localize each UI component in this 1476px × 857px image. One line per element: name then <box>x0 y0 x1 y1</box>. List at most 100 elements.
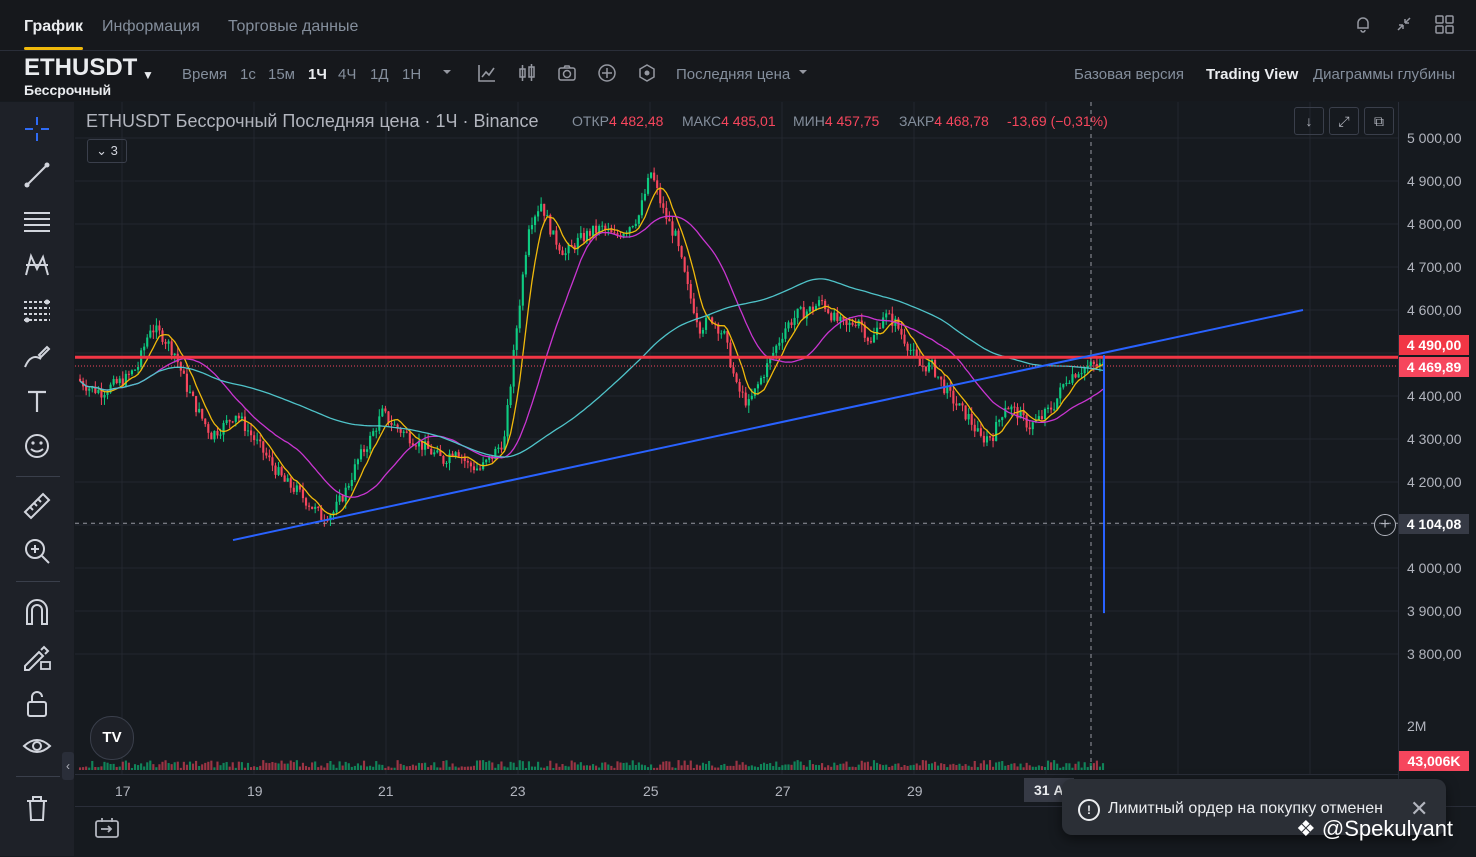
camera-icon[interactable] <box>556 63 578 85</box>
volume-bar <box>543 767 546 770</box>
crosshair-icon[interactable] <box>14 110 60 148</box>
volume-bar <box>170 764 173 770</box>
settings-hex-icon[interactable] <box>636 63 658 85</box>
volume-bar <box>546 766 549 770</box>
candle-body <box>915 349 918 357</box>
volume-bar <box>750 765 753 770</box>
collapse-icon[interactable] <box>1393 14 1415 36</box>
bell-icon[interactable] <box>1352 14 1374 36</box>
eye-icon[interactable] <box>14 727 60 765</box>
volume-bar <box>686 764 689 770</box>
fib-retracement-icon[interactable] <box>14 292 60 330</box>
restore-window-icon[interactable]: ⧉ <box>1364 107 1394 135</box>
collapse-toolbar-icon[interactable]: ‹ <box>62 752 74 780</box>
replay-icon[interactable] <box>92 814 122 844</box>
add-alert-icon[interactable]: + <box>1374 514 1396 536</box>
tab-chart[interactable]: График <box>24 18 83 50</box>
volume-bar <box>567 766 570 770</box>
volume-bar <box>1059 767 1062 770</box>
volume-bar <box>811 764 814 770</box>
volume-bar <box>1013 763 1016 770</box>
volume-bar <box>582 765 585 770</box>
brush-icon[interactable] <box>14 338 60 376</box>
candle-body <box>570 245 573 247</box>
view-depth[interactable]: Диаграммы глубины <box>1313 66 1456 83</box>
emoji-icon[interactable] <box>14 427 60 465</box>
candle-body <box>372 431 375 436</box>
volume-bar <box>998 761 1001 770</box>
volume-bar <box>762 762 766 770</box>
volume-bar <box>130 767 134 770</box>
candle-body <box>430 448 433 455</box>
view-basic[interactable]: Базовая версия <box>1074 66 1184 83</box>
volume-bar <box>830 766 833 770</box>
lock-icon[interactable] <box>14 685 60 723</box>
timeframe-more-icon[interactable] <box>436 63 458 85</box>
volume-bar <box>137 765 140 770</box>
trash-icon[interactable] <box>14 789 60 827</box>
text-icon[interactable] <box>14 382 60 420</box>
candle-body <box>500 447 503 450</box>
volume-bar <box>906 765 909 770</box>
tab-info[interactable]: Информация <box>102 18 200 35</box>
ruler-icon[interactable] <box>14 487 60 525</box>
volume-bar <box>234 767 237 770</box>
timeframe-15m[interactable]: 15м <box>268 66 295 83</box>
candle-body <box>949 385 952 391</box>
lock-pencil-icon[interactable] <box>14 639 60 677</box>
volume-bar <box>882 765 885 770</box>
timeframe-1h[interactable]: 1Ч <box>308 66 327 83</box>
candle-body <box>396 424 399 429</box>
add-plus-icon[interactable] <box>596 63 618 85</box>
volume-bar <box>457 767 460 770</box>
candle-body <box>772 352 775 357</box>
tradingview-logo[interactable]: TV <box>90 716 134 760</box>
layout-grid-icon[interactable] <box>1434 14 1456 36</box>
volume-bar <box>772 766 775 770</box>
indicators-toggle[interactable]: ⌄ 3 <box>87 139 127 163</box>
candle-body <box>784 328 787 339</box>
volume-bar <box>94 766 97 770</box>
volume-bar <box>472 765 476 770</box>
trend-line-icon[interactable] <box>14 156 60 194</box>
timeframe-4h[interactable]: 4Ч <box>338 66 357 83</box>
candle-body <box>204 418 207 425</box>
candle-body <box>167 341 170 344</box>
candle-body <box>390 422 393 425</box>
zoom-in-icon[interactable] <box>14 532 60 570</box>
price-source-select[interactable]: Последняя цена <box>676 66 791 83</box>
candle-body <box>1086 365 1089 368</box>
candle-body <box>118 378 121 384</box>
price-source-caret-icon[interactable] <box>792 63 814 85</box>
close-icon[interactable]: ✕ <box>1410 796 1429 821</box>
candle-type-icon[interactable] <box>516 63 538 85</box>
view-tradingview[interactable]: Trading View <box>1206 66 1299 83</box>
timeframe-1s[interactable]: 1с <box>240 66 256 83</box>
candle-body <box>405 431 408 433</box>
horizontal-lines-icon[interactable] <box>14 201 60 239</box>
magnet-icon[interactable] <box>14 593 60 631</box>
volume-bar <box>698 765 701 770</box>
volume-bar <box>143 766 146 770</box>
pattern-icon[interactable] <box>14 246 60 284</box>
scroll-down-icon[interactable]: ↓ <box>1294 107 1324 135</box>
chart-canvas[interactable] <box>75 102 1398 774</box>
symbol-dropdown-icon[interactable]: ▼ <box>142 68 154 82</box>
candle-body <box>320 508 323 520</box>
indicators-icon[interactable] <box>476 63 498 85</box>
timeframe-1d[interactable]: 1Д <box>370 66 389 83</box>
volume-bar <box>537 761 540 770</box>
fullscreen-icon[interactable]: ⤢ <box>1329 107 1359 135</box>
last-price-tag: 4 469,89 <box>1399 357 1469 377</box>
price-axis[interactable] <box>1398 102 1476 802</box>
tab-trading-data[interactable]: Торговые данные <box>228 18 359 35</box>
volume-bar <box>82 767 85 770</box>
volume-bar <box>821 763 824 770</box>
volume-bar <box>442 760 445 770</box>
volume-bar <box>949 764 952 770</box>
candle-body <box>631 226 634 228</box>
volume-bar <box>485 762 488 770</box>
timeframe-1w[interactable]: 1Н <box>402 66 422 83</box>
candle-body <box>564 253 567 256</box>
symbol-name[interactable]: ETHUSDT <box>24 54 138 81</box>
